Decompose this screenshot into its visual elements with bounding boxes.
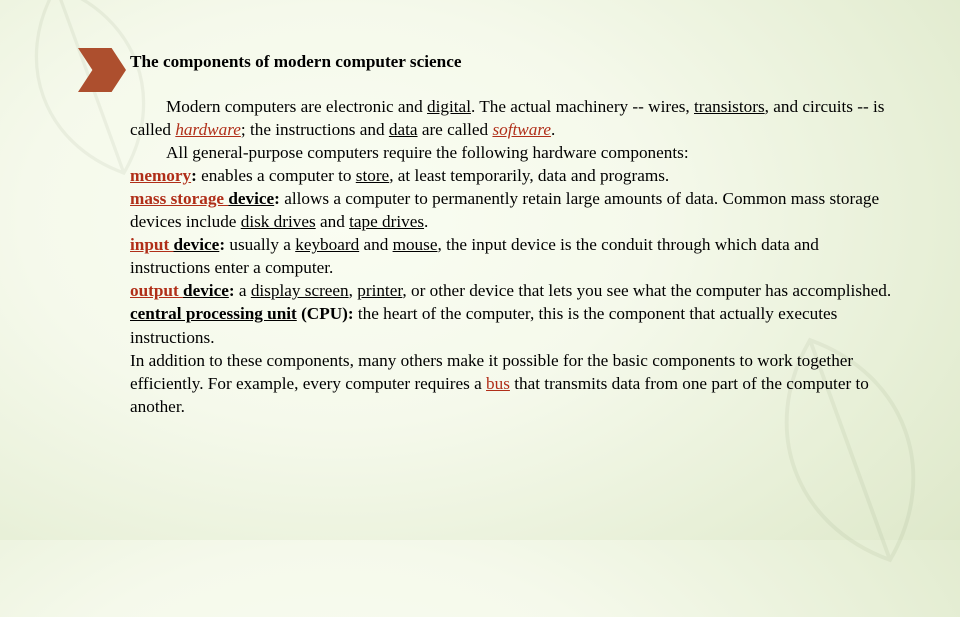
link-mass-storage[interactable]: mass storage	[130, 189, 228, 208]
link-printer[interactable]: printer	[357, 281, 402, 300]
link-display-screen[interactable]: display screen	[251, 281, 349, 300]
link-store[interactable]: store	[356, 166, 389, 185]
link-bus[interactable]: bus	[486, 374, 510, 393]
body-text: Modern computers are electronic and digi…	[130, 95, 895, 418]
link-memory[interactable]: memory	[130, 166, 191, 185]
link-digital[interactable]: digital	[427, 97, 471, 116]
link-tape-drives[interactable]: tape drives	[349, 212, 424, 231]
link-output[interactable]: output	[130, 281, 183, 300]
slide-content: The components of modern computer scienc…	[130, 50, 895, 418]
link-mouse[interactable]: mouse	[393, 235, 438, 254]
link-keyboard[interactable]: keyboard	[295, 235, 359, 254]
link-transistors[interactable]: transistors	[694, 97, 765, 116]
link-input[interactable]: input	[130, 235, 173, 254]
link-disk-drives[interactable]: disk drives	[241, 212, 316, 231]
slide-title: The components of modern computer scienc…	[130, 50, 895, 73]
chevron-bullet-icon	[78, 48, 126, 92]
cpu-label: central processing unit	[130, 304, 297, 323]
link-software[interactable]: software	[492, 120, 551, 139]
link-hardware[interactable]: hardware	[175, 120, 241, 139]
link-data[interactable]: data	[389, 120, 418, 139]
